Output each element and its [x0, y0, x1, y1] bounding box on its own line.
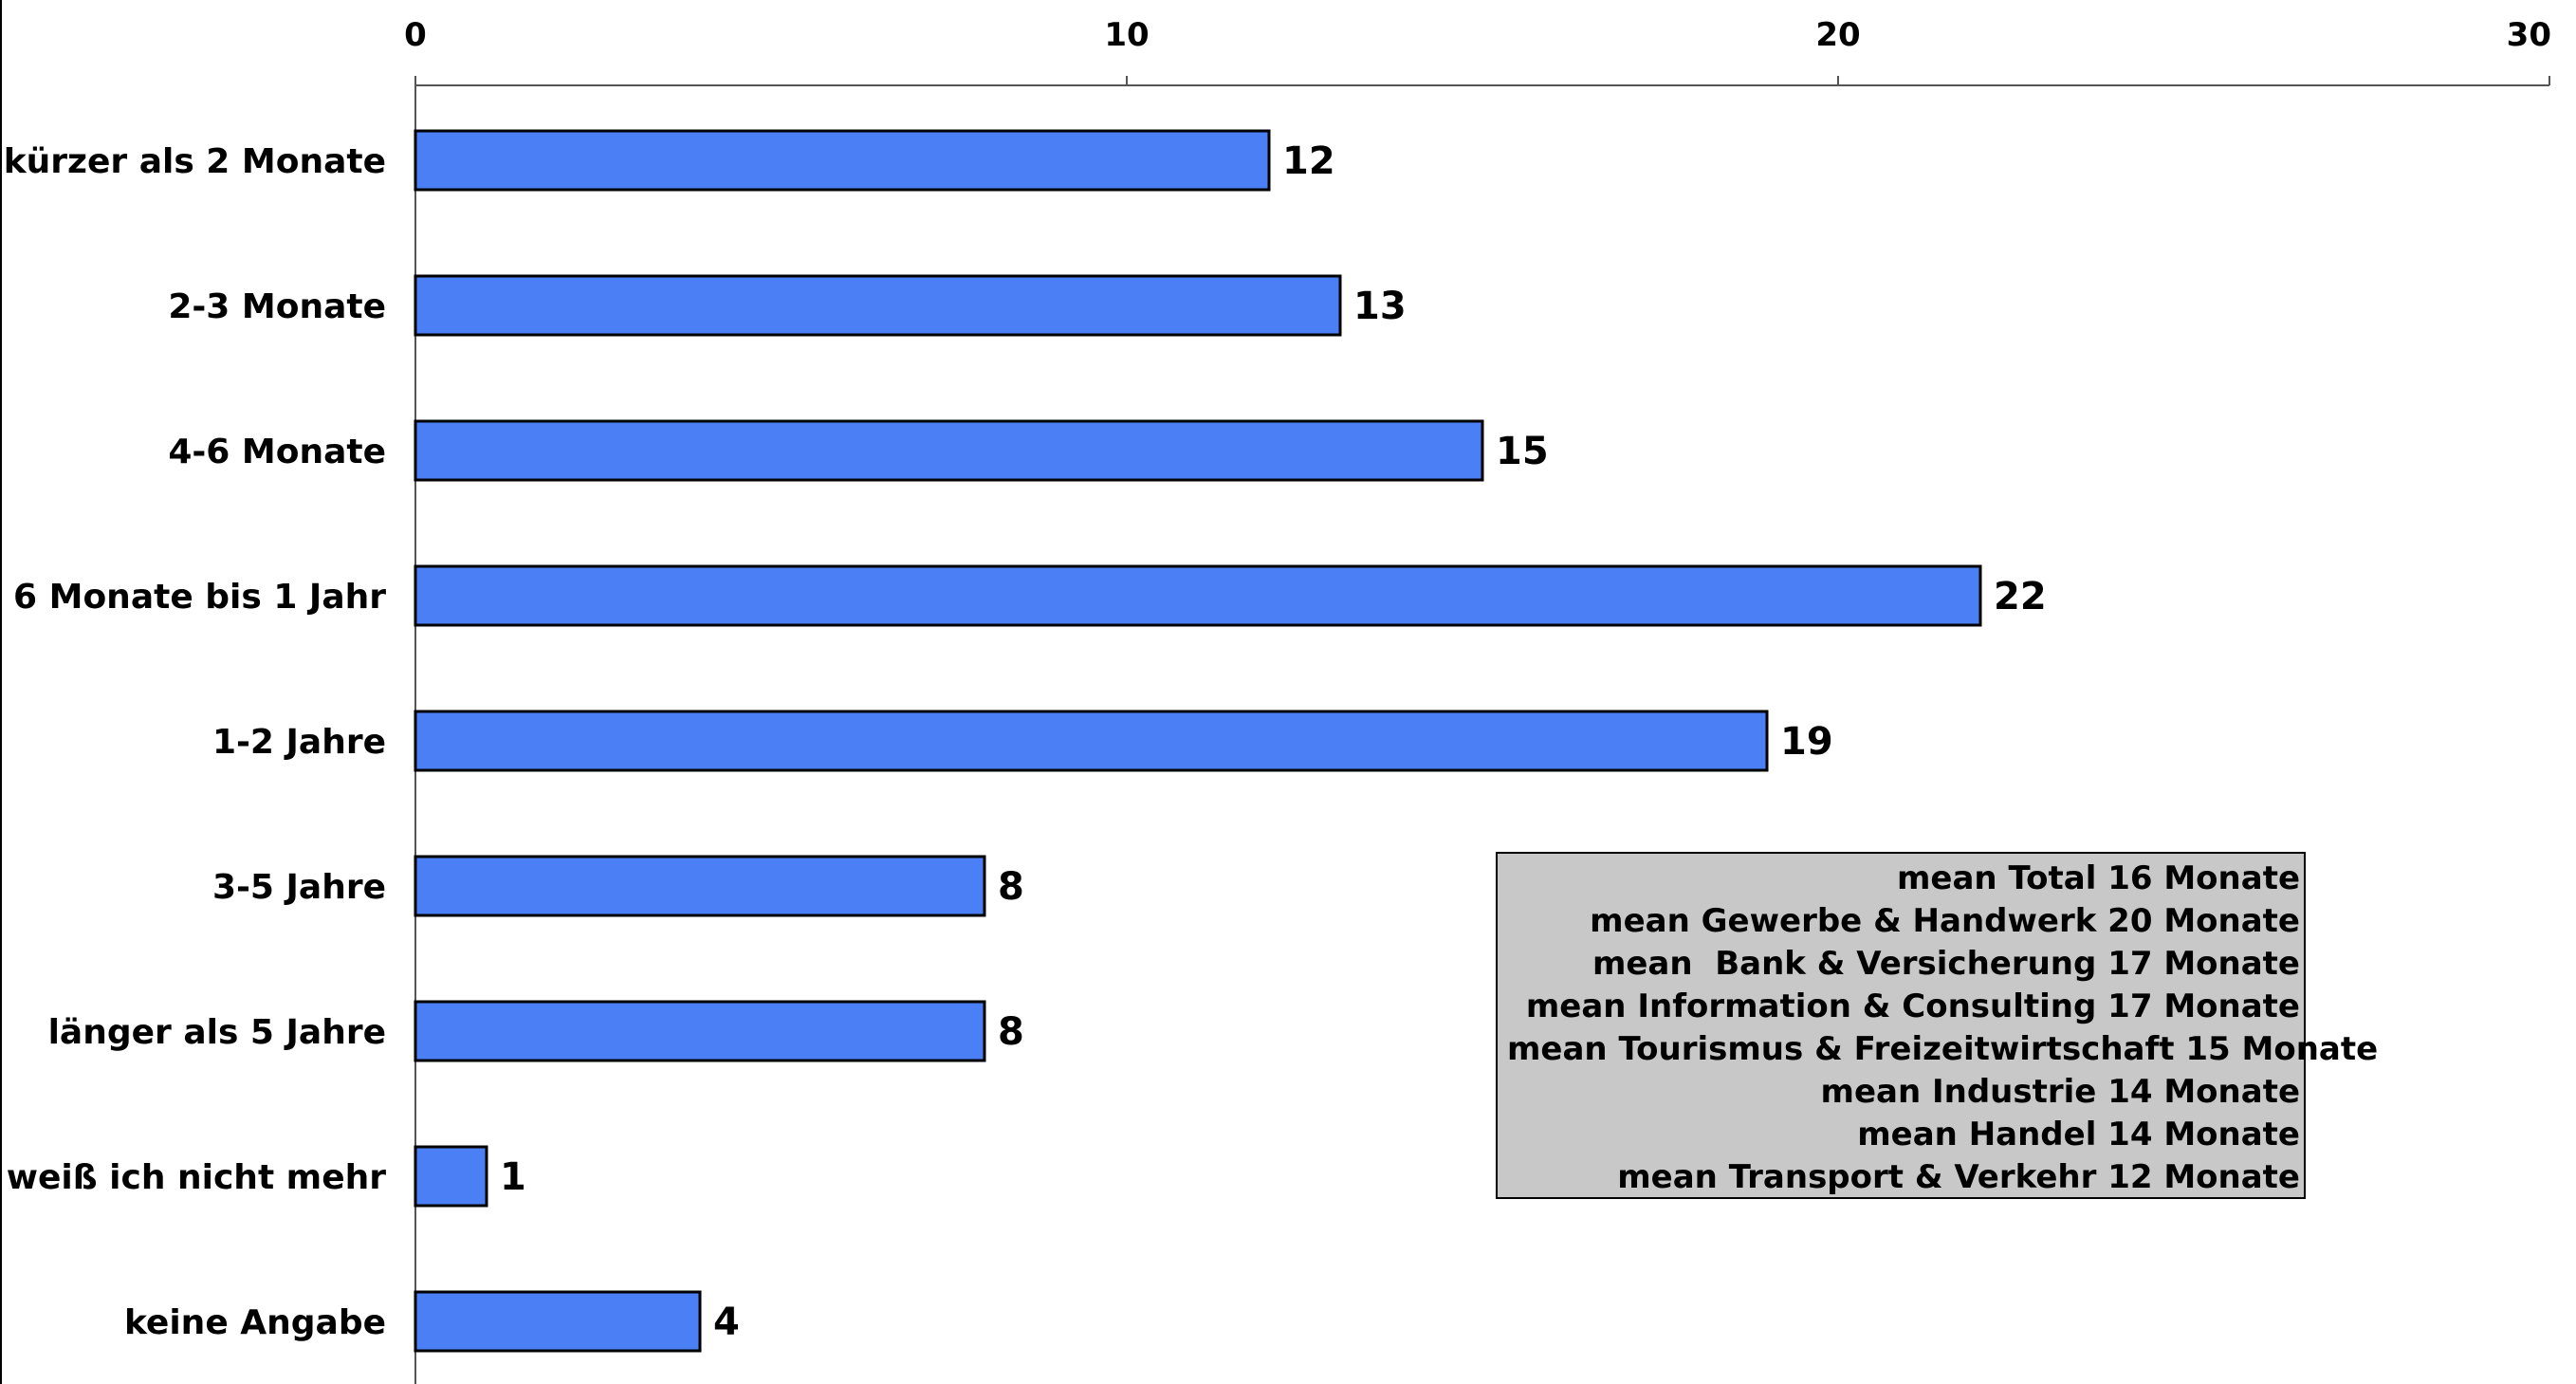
x-tick-label: 20: [1815, 16, 1860, 54]
data-label: 8: [998, 865, 1024, 909]
data-label: 12: [1282, 139, 1335, 183]
category-labels: kürzer als 2 Monate 2-3 Monate 4-6 Monate 6…: [4, 142, 387, 1342]
bar: [414, 564, 1982, 627]
data-labels: 12 13 15 22 19 8 8 1 4: [500, 139, 2047, 1344]
data-label: 22: [1994, 575, 2047, 618]
data-label: 15: [1496, 430, 1549, 473]
mean-summary-line: mean Information & Consulting 17 Monate: [1525, 987, 2300, 1025]
mean-summary-line: mean Gewerbe & Handwerk 20 Monate: [1590, 902, 2300, 940]
mean-summary-line: mean Bank & Versicherung 17 Monate: [1592, 945, 2300, 983]
bar: [414, 855, 986, 917]
data-label: 13: [1353, 285, 1407, 328]
x-tick-label: 10: [1104, 16, 1149, 54]
data-label: 1: [500, 1155, 526, 1199]
data-label: 4: [713, 1301, 740, 1344]
category-label: kürzer als 2 Monate: [4, 142, 386, 181]
mean-summary-box: mean Total 16 Monate mean Gewerbe & Handw…: [1496, 852, 2379, 1199]
mean-summary-line: mean Total 16 Monate: [1897, 859, 2300, 897]
bar: [414, 274, 1342, 337]
bar: [414, 710, 1769, 772]
data-label: 19: [1780, 720, 1833, 764]
category-label: weiß ich nicht mehr: [7, 1158, 387, 1197]
mean-summary-line: mean Transport & Verkehr 12 Monate: [1617, 1158, 2300, 1196]
category-label: 4-6 Monate: [168, 433, 386, 471]
bar: [414, 1145, 488, 1208]
category-label: keine Angabe: [124, 1303, 386, 1342]
mean-summary-line: mean Handel 14 Monate: [1857, 1116, 2300, 1153]
category-label: 6 Monate bis 1 Jahr: [13, 578, 386, 617]
mean-summary-line: mean Tourismus & Freizeitwirtschaft 15 M…: [1507, 1030, 2379, 1068]
bars: [414, 129, 1982, 1353]
category-label: länger als 5 Jahre: [48, 1013, 386, 1052]
x-tick-label: 30: [2507, 16, 2551, 54]
bar: [414, 129, 1271, 192]
category-label: 1-2 Jahre: [212, 723, 386, 762]
data-label: 8: [998, 1010, 1024, 1054]
category-label: 3-5 Jahre: [212, 868, 386, 907]
bar: [414, 1000, 986, 1062]
bar: [414, 419, 1484, 482]
bar: [414, 1290, 702, 1353]
category-label: 2-3 Monate: [168, 287, 386, 326]
mean-summary-line: mean Industrie 14 Monate: [1820, 1073, 2300, 1111]
x-tick-label: 0: [404, 16, 427, 54]
